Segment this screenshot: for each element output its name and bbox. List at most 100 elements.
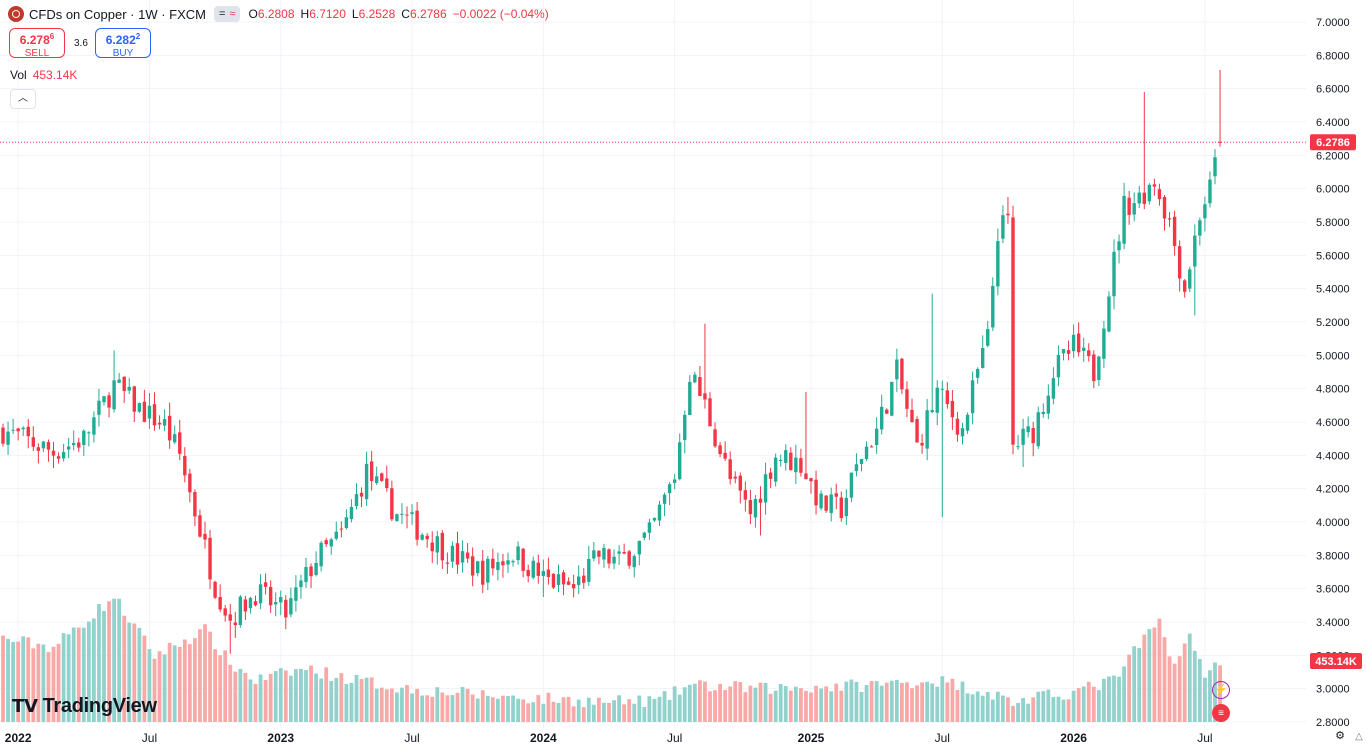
scale-toggle-icon[interactable]: △ <box>1355 731 1363 742</box>
spread-value: 3.6 <box>74 38 88 49</box>
volume-bar <box>682 687 687 722</box>
volume-bar <box>667 699 672 722</box>
candle-body <box>1026 426 1030 433</box>
volume-bar <box>415 688 419 722</box>
status-badge[interactable]: = ≈ <box>213 6 241 22</box>
volume-bars <box>1 598 1222 722</box>
candle-body <box>617 551 621 554</box>
volume-bar <box>233 671 238 722</box>
volume-bar <box>1157 618 1162 722</box>
candle-body <box>415 510 419 540</box>
volume-bar <box>369 677 374 722</box>
candle-body <box>516 546 520 561</box>
lightning-icon[interactable]: ⚡ <box>1212 681 1230 699</box>
candle-body <box>188 473 192 493</box>
candle-body <box>678 442 682 480</box>
price-tick-label: 2.8000 <box>1316 717 1350 729</box>
candle-body <box>657 504 662 521</box>
candle-body <box>395 514 399 522</box>
symbol-title[interactable]: CFDs on Copper · 1W · FXCM <box>29 6 206 22</box>
volume-bar <box>556 702 561 722</box>
sell-button[interactable]: 6.2786 SELL <box>9 28 65 59</box>
volume-bar <box>309 665 313 722</box>
tradingview-logo[interactable]: 𝗧𝗩 TradingView <box>12 695 157 718</box>
volume-bar <box>612 700 616 722</box>
volume-bar <box>1 635 5 722</box>
candle-body <box>829 494 833 514</box>
candle-body <box>183 456 187 476</box>
volume-bar <box>793 686 798 722</box>
price-tick-label: 5.4000 <box>1316 284 1350 296</box>
volume-bar <box>773 690 778 722</box>
candle-body <box>11 429 15 431</box>
candle-body <box>683 414 687 441</box>
price-tick-label: 6.8000 <box>1316 50 1350 62</box>
candle-body <box>900 358 904 390</box>
candle-body <box>102 396 106 403</box>
volume-bar <box>642 706 647 722</box>
volume-bar <box>1117 676 1121 722</box>
candle-body <box>587 558 591 582</box>
candle-body <box>420 534 424 540</box>
ohlc-high: H6.7120 <box>300 7 346 21</box>
candle-body <box>890 381 894 416</box>
buy-label: BUY <box>112 48 134 59</box>
volume-bar <box>359 679 364 722</box>
candle-body <box>647 522 652 533</box>
candle-body <box>46 442 51 450</box>
approx-icon: ≈ <box>229 8 236 20</box>
volume-bar <box>400 687 404 722</box>
candle-body <box>834 493 838 497</box>
volume-bar <box>51 646 56 722</box>
volume-bar <box>182 639 187 722</box>
volume-bar <box>389 688 394 722</box>
volume-bar <box>6 638 10 722</box>
volume-bar <box>1142 634 1147 722</box>
us-flag-icon[interactable]: ≡ <box>1212 704 1230 722</box>
volume-bar <box>647 696 652 722</box>
time-tick-label: Jul <box>1197 731 1212 745</box>
candle-body <box>51 450 56 456</box>
buy-price: 6.2822 <box>105 32 141 47</box>
candle-body <box>743 490 748 500</box>
time-tick-label: Jul <box>142 731 157 745</box>
volume-bar <box>172 645 177 722</box>
candle-body <box>859 459 864 464</box>
candle-body <box>672 479 677 483</box>
candle-body <box>1066 350 1071 354</box>
settings-gear-icon[interactable]: ⚙ <box>1335 730 1345 742</box>
volume-bar <box>132 623 137 722</box>
price-axis[interactable]: 2.80003.00003.20003.40003.60003.80004.00… <box>1316 17 1350 729</box>
volume-bar <box>162 654 167 722</box>
time-tick-label: 2024 <box>530 731 557 745</box>
candle-body <box>354 494 359 507</box>
volume-bar <box>788 690 793 722</box>
volume-bar <box>122 615 127 722</box>
price-tick-label: 6.4000 <box>1316 117 1350 129</box>
volume-bar <box>900 683 904 722</box>
volume-bar <box>541 703 546 722</box>
ohlc-open: O6.2808 <box>248 7 295 21</box>
volume-bar <box>581 707 586 722</box>
candle-body <box>253 601 258 606</box>
candle-body <box>642 532 647 538</box>
buy-button[interactable]: 6.2822 BUY <box>95 28 151 59</box>
volume-bar <box>435 687 440 722</box>
equals-icon: = <box>218 8 226 20</box>
volume-value: 453.14K <box>32 68 78 82</box>
volume-bar <box>889 680 894 722</box>
collapse-legend-button[interactable]: ︿ <box>10 89 36 109</box>
candle-body <box>940 388 944 390</box>
candle-body <box>410 512 414 515</box>
candle-body <box>854 464 859 472</box>
volume-bar <box>349 682 354 722</box>
volume-bar <box>506 696 510 722</box>
time-axis[interactable]: 2022 Jul 2023 Jul 2024 Jul 2025 Jul 2026 Jul <box>5 731 1213 745</box>
volume-bar <box>723 689 728 722</box>
volume-bar <box>258 674 263 722</box>
candle-body <box>905 389 909 409</box>
candle-body <box>481 560 485 585</box>
candle-body <box>839 497 843 519</box>
volume-bar <box>324 667 329 722</box>
